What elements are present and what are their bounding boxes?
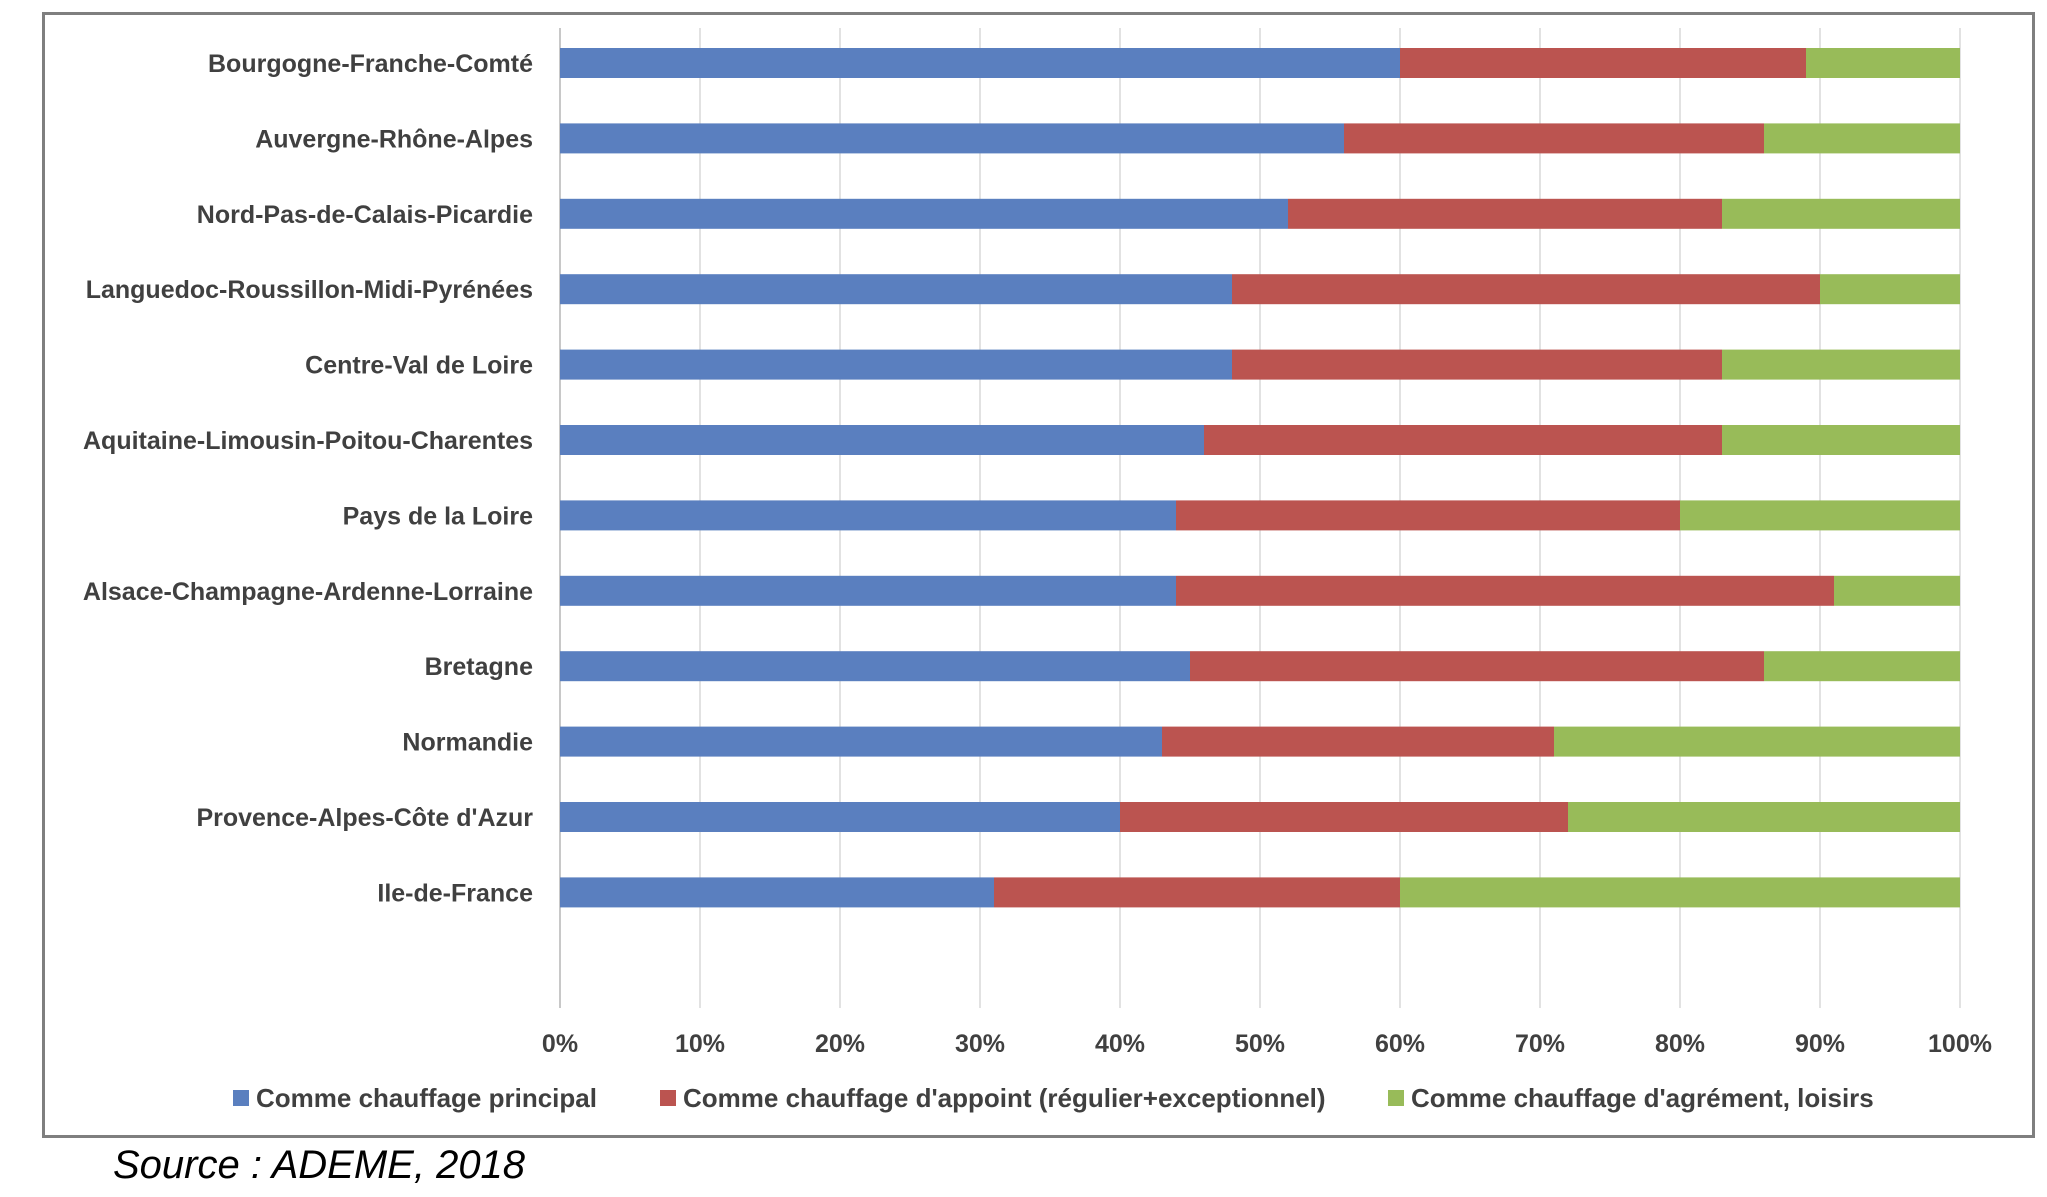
bar-segment xyxy=(560,425,1204,455)
bar-segment xyxy=(560,198,1288,229)
category-label: Provence-Alpes-Côte d'Azur xyxy=(196,804,533,832)
category-label: Normandie xyxy=(402,729,533,757)
bar-segment xyxy=(1120,802,1568,832)
legend-swatch xyxy=(660,1090,676,1106)
bar-segment xyxy=(1764,123,1960,154)
bar-segment xyxy=(1834,575,1960,606)
category-label: Centre-Val de Loire xyxy=(305,352,533,380)
bar-segment xyxy=(1176,500,1680,531)
bar-segment xyxy=(1400,48,1806,78)
x-tick-label: 0% xyxy=(542,1030,578,1058)
bar-segment xyxy=(1288,198,1722,229)
x-tick-label: 50% xyxy=(1235,1030,1285,1058)
legend-label: Comme chauffage principal xyxy=(256,1083,597,1113)
bar-segment xyxy=(1190,651,1764,682)
bar-segment xyxy=(560,575,1176,606)
bar-segment xyxy=(560,651,1190,682)
legend-label: Comme chauffage d'agrément, loisirs xyxy=(1411,1083,1874,1113)
category-label: Alsace-Champagne-Ardenne-Lorraine xyxy=(83,578,533,606)
x-tick-label: 10% xyxy=(675,1030,725,1058)
bar-segment xyxy=(1806,48,1960,78)
bar-segment xyxy=(1722,425,1960,455)
bar-segment xyxy=(560,123,1344,154)
source-note: Source : ADEME, 2018 xyxy=(113,1143,526,1187)
x-tick-label: 60% xyxy=(1375,1030,1425,1058)
legend-swatch xyxy=(1388,1090,1404,1106)
legend-swatch xyxy=(233,1090,249,1106)
category-label: Languedoc-Roussillon-Midi-Pyrénées xyxy=(86,276,533,304)
x-tick-label: 100% xyxy=(1928,1030,1992,1058)
bar-segment xyxy=(1764,651,1960,682)
bar-segment xyxy=(1232,274,1820,305)
bar-segment xyxy=(1820,274,1960,305)
bar-segment xyxy=(1680,500,1960,531)
category-label: Bretagne xyxy=(425,653,533,681)
bar-segment xyxy=(560,349,1232,380)
x-tick-label: 40% xyxy=(1095,1030,1145,1058)
category-label: Auvergne-Rhône-Alpes xyxy=(255,125,533,153)
bar-segment xyxy=(560,48,1400,78)
legend: Comme chauffage principal Comme chauffage… xyxy=(233,1083,1874,1113)
x-tick-label: 80% xyxy=(1655,1030,1705,1058)
bar-segment xyxy=(1400,877,1960,908)
x-tick-label: 70% xyxy=(1515,1030,1565,1058)
bar-segment xyxy=(1344,123,1764,154)
category-label: Aquitaine-Limousin-Poitou-Charentes xyxy=(83,427,533,455)
category-labels: Bourgogne-Franche-Comté Auvergne-Rhône-Al… xyxy=(83,50,533,907)
bar-segment xyxy=(560,877,994,908)
bar-segment xyxy=(1176,575,1834,606)
x-tick-label: 90% xyxy=(1795,1030,1845,1058)
legend-label: Comme chauffage d'appoint (régulier+exce… xyxy=(683,1083,1326,1113)
x-tick-label: 30% xyxy=(955,1030,1005,1058)
x-tick-labels: 0% 10% 20% 30% 40% 50% 60% 70% 80% 90% 100% xyxy=(542,1030,1992,1058)
bar-segment xyxy=(994,877,1400,908)
category-label: Bourgogne-Franche-Comté xyxy=(208,50,533,78)
bar-segment xyxy=(1204,425,1722,455)
bar-segment xyxy=(1554,726,1960,757)
bar-segment xyxy=(560,500,1176,531)
bar-segment xyxy=(560,274,1232,305)
bar-segment xyxy=(560,726,1162,757)
category-label: Pays de la Loire xyxy=(343,502,533,530)
x-tick-label: 20% xyxy=(815,1030,865,1058)
bar-segment xyxy=(1568,802,1960,832)
bar-segment xyxy=(1722,349,1960,380)
bar-segment xyxy=(1722,198,1960,229)
category-label: Nord-Pas-de-Calais-Picardie xyxy=(197,201,533,229)
bars xyxy=(560,48,1960,908)
category-label: Ile-de-France xyxy=(377,879,533,907)
bar-segment xyxy=(560,802,1120,832)
bar-segment xyxy=(1232,349,1722,380)
bar-segment xyxy=(1162,726,1554,757)
